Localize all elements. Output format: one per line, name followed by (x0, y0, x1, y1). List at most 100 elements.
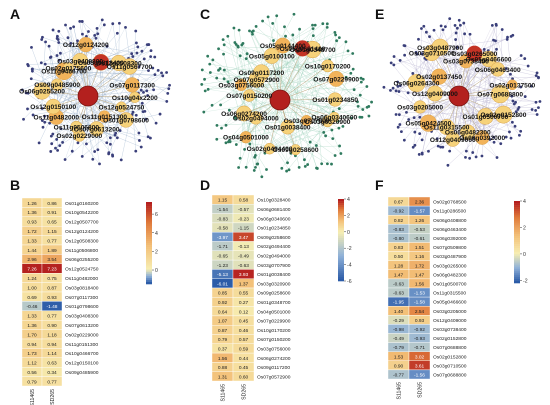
network-node (87, 30, 90, 33)
heatmap-cell-value: 2.36 (415, 200, 425, 206)
colorbar-segment (338, 207, 344, 210)
heatmap-cell-value: 0.67 (394, 200, 404, 206)
network-hub-node (121, 58, 138, 75)
heatmap-row-label: Os03g0487900 (433, 254, 467, 260)
heatmap-cell-value: 0.58 (239, 198, 249, 204)
network-gene-label: Os03g0756000 (218, 82, 264, 89)
colorbar-segment (146, 210, 152, 213)
network-edge (404, 45, 513, 85)
network-edge (209, 63, 262, 73)
network-edge (227, 48, 303, 83)
network-node (93, 33, 97, 37)
network-node (55, 138, 59, 141)
heatmap-cell-value: 0.63 (47, 361, 57, 367)
panel-letter-e: E (375, 6, 384, 22)
network-node (265, 168, 268, 171)
heatmap-cell-value: 1.15 (47, 229, 57, 235)
heatmap-cell-value: 1.73 (27, 351, 37, 357)
network-hub-node (480, 50, 497, 68)
colorbar-segment (338, 264, 344, 267)
panel-letter-a: A (10, 6, 20, 22)
colorbar-segment (514, 280, 520, 284)
heatmap-row-labels: Os02g0768500 Os11g0286500 Os06g0408800 Os06… (433, 200, 467, 379)
heatmap-cell-value: 0.45 (239, 319, 249, 325)
network-edge (28, 65, 122, 108)
network-node (397, 113, 401, 117)
heatmap-row-label: Os06g0408800 (433, 218, 467, 224)
network-node (297, 166, 301, 169)
network-node (530, 84, 533, 88)
network-gene-label: Os02g0494000 (233, 115, 279, 122)
network-node (468, 156, 472, 160)
network-node (222, 68, 226, 72)
network-node (161, 74, 165, 78)
heatmap-cell-value: 0.77 (47, 314, 57, 320)
network-node (50, 142, 54, 146)
heatmap-column-label: SD265 (242, 384, 248, 400)
network-node (37, 141, 41, 145)
heatmap-row-label: Os12g0508300 (65, 238, 99, 244)
heatmap-row-label: Os06g0274200 (257, 356, 291, 362)
network-hub-node (239, 131, 253, 144)
network-hub-node (328, 92, 343, 107)
network-node (72, 25, 76, 29)
network-node (517, 105, 521, 109)
heatmap-row-label: Os03g0265000 (433, 263, 467, 269)
network-edge (499, 29, 503, 95)
heatmap-cell-value: 1.28 (394, 263, 404, 269)
colorbar-segment (338, 268, 344, 272)
network-node (51, 132, 55, 136)
network-node (85, 142, 88, 146)
network-node (338, 144, 341, 148)
colorbar-segment (338, 229, 344, 233)
colorbar-tick-label: -4 (347, 263, 352, 269)
colorbar-segment (338, 270, 344, 274)
network-node (311, 34, 315, 38)
network-node (464, 149, 468, 153)
colorbar-segment (146, 267, 152, 270)
colorbar-segment (514, 237, 520, 241)
network-node (140, 49, 144, 53)
colorbar-segment (146, 273, 152, 277)
network-edge (434, 93, 501, 144)
network-node (509, 72, 512, 76)
network-gene-label: Os12g0508300 (96, 60, 142, 67)
network-node (286, 161, 289, 165)
network-edge (87, 95, 140, 141)
network-node (453, 24, 457, 27)
heatmap-row-label: Os11g0482000 (65, 276, 98, 282)
network-edge (469, 94, 501, 159)
heatmap-panel-b: 1.26 0.86 1.36 0.91 0.93 0.65 1.72 1.15 1.33 0.77… (21, 197, 158, 405)
heatmap-cells: 1.26 0.86 1.36 0.91 0.93 0.65 1.72 1.15 1.33 0.77… (21, 197, 63, 387)
network-edge (86, 36, 133, 86)
colorbar-segment (146, 265, 152, 268)
heatmap-cell-value: -0.13 (238, 244, 249, 250)
network-gene-label: Os03g0487900 (417, 45, 463, 52)
network-central-hub (269, 89, 291, 111)
network-edge (327, 121, 342, 154)
network-node (412, 116, 416, 120)
heatmap-row-label: Os10g0542200 (65, 210, 99, 216)
network-node (124, 25, 127, 29)
network-edge (287, 126, 332, 165)
network-node (480, 154, 484, 158)
network-node (76, 141, 80, 145)
colorbar-segment (514, 260, 520, 263)
network-node (151, 66, 155, 70)
network-node (57, 58, 61, 62)
network-node (138, 139, 141, 142)
heatmap-cell-value: -5.13 (217, 272, 228, 278)
network-node (100, 18, 104, 22)
network-node (243, 148, 246, 151)
colorbar-segment (338, 205, 344, 208)
network-node (31, 113, 35, 117)
heatmap-cell-value: -0.29 (393, 318, 404, 324)
heatmap-cell-value: 0.92 (218, 300, 228, 306)
colorbar-segment (146, 234, 152, 238)
colorbar-segment (514, 239, 520, 243)
network-edge (428, 55, 522, 124)
network-node (344, 40, 348, 44)
network-node (244, 165, 248, 169)
network-edge (23, 84, 58, 120)
network-node (432, 28, 436, 32)
